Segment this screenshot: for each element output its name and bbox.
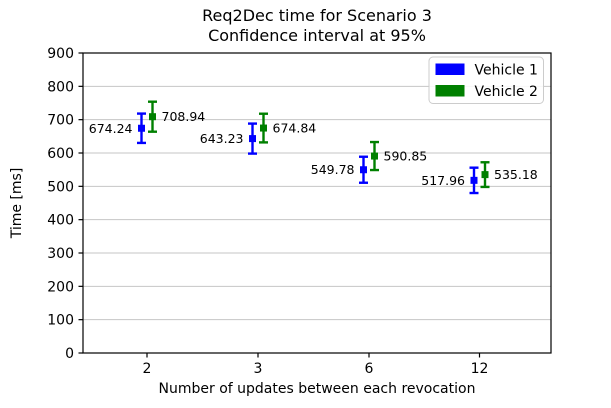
data-marker [138,124,145,132]
data-marker [481,171,489,179]
value-label: 674.24 [89,121,133,136]
y-tick-label: 400 [47,213,74,229]
y-tick-label: 600 [47,146,74,162]
chart-subtitle: Confidence interval at 95% [208,26,426,45]
chart-title: Req2Dec time for Scenario 3 [202,6,432,25]
legend-swatch [435,85,465,97]
y-tick-label: 200 [47,279,74,295]
x-tick-label: 3 [254,361,263,377]
x-axis-label: Number of updates between each revocatio… [159,381,476,397]
y-tick-label: 900 [47,46,74,62]
value-label: 549.78 [311,162,355,177]
data-marker [260,124,267,132]
y-tick-label: 500 [47,179,74,195]
data-marker [149,113,156,121]
data-marker [249,135,256,143]
legend-label: Vehicle 2 [475,84,538,100]
value-label: 535.18 [494,167,538,182]
x-tick-label: 2 [143,361,152,377]
y-tick-label: 800 [47,79,74,95]
y-tick-label: 300 [47,246,74,262]
data-marker [470,176,478,184]
y-tick-label: 100 [47,313,74,329]
value-label: 674.84 [273,121,317,136]
plot-border [82,52,552,354]
x-tick-label: 12 [471,361,489,377]
data-marker [371,152,378,160]
y-axis-label: Time [ms] [9,168,25,240]
legend-label: Vehicle 1 [475,62,538,78]
value-label: 708.94 [162,109,206,124]
x-tick-label: 6 [365,361,374,377]
value-label: 590.85 [384,149,428,164]
legend-swatch [435,63,465,75]
y-tick-label: 0 [65,346,74,362]
value-label: 643.23 [200,131,244,146]
y-tick-label: 700 [47,113,74,129]
data-marker [360,166,367,174]
value-label: 517.96 [421,173,465,188]
